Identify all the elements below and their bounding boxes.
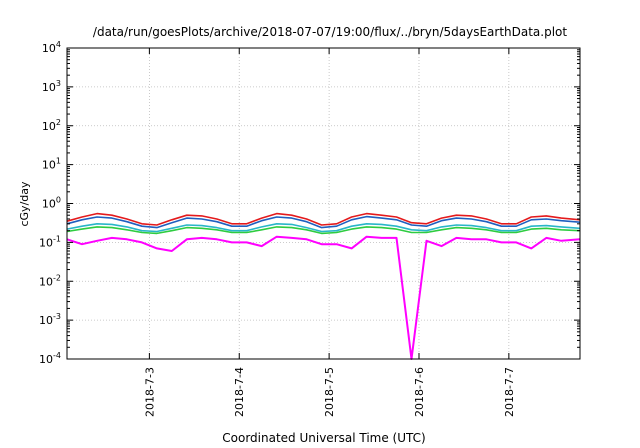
x-tick-label: 2018-7-5: [323, 367, 336, 417]
x-tick-label: 2018-7-7: [503, 367, 516, 417]
y-tick-label: 103: [42, 79, 61, 94]
y-tick-label: 100: [42, 196, 61, 211]
y-axis-label: cGy/day: [18, 181, 31, 227]
x-tick-label: 2018-7-3: [143, 367, 156, 417]
y-tick-label: 101: [42, 157, 61, 172]
series-line-1: [66, 212, 581, 226]
series-line-4: [66, 226, 581, 235]
series-line-2: [66, 215, 581, 229]
y-tick-label: 10-3: [39, 312, 61, 327]
x-tick-label: 2018-7-6: [413, 367, 426, 417]
plot-frame: [66, 47, 581, 360]
y-tick-label: 10-4: [39, 351, 61, 366]
ticks: 10-4 10-3 10-2 10-1 100 101 102 103 104 2018-7-3 2…: [39, 40, 580, 417]
x-axis-label: Coordinated Universal Time (UTC): [222, 431, 425, 445]
y-tick-label: 10-1: [39, 234, 61, 249]
y-tick-label: 10-2: [39, 273, 61, 288]
y-tick-label: 104: [42, 40, 61, 55]
y-tick-label: 102: [42, 118, 61, 133]
grid: [67, 48, 580, 359]
series-line-3: [66, 223, 581, 233]
chart-title: /data/run/goesPlots/archive/2018-07-07/1…: [93, 25, 567, 39]
series-line-5: [66, 235, 581, 360]
x-tick-label: 2018-7-4: [233, 367, 246, 417]
data-series: [66, 212, 581, 360]
